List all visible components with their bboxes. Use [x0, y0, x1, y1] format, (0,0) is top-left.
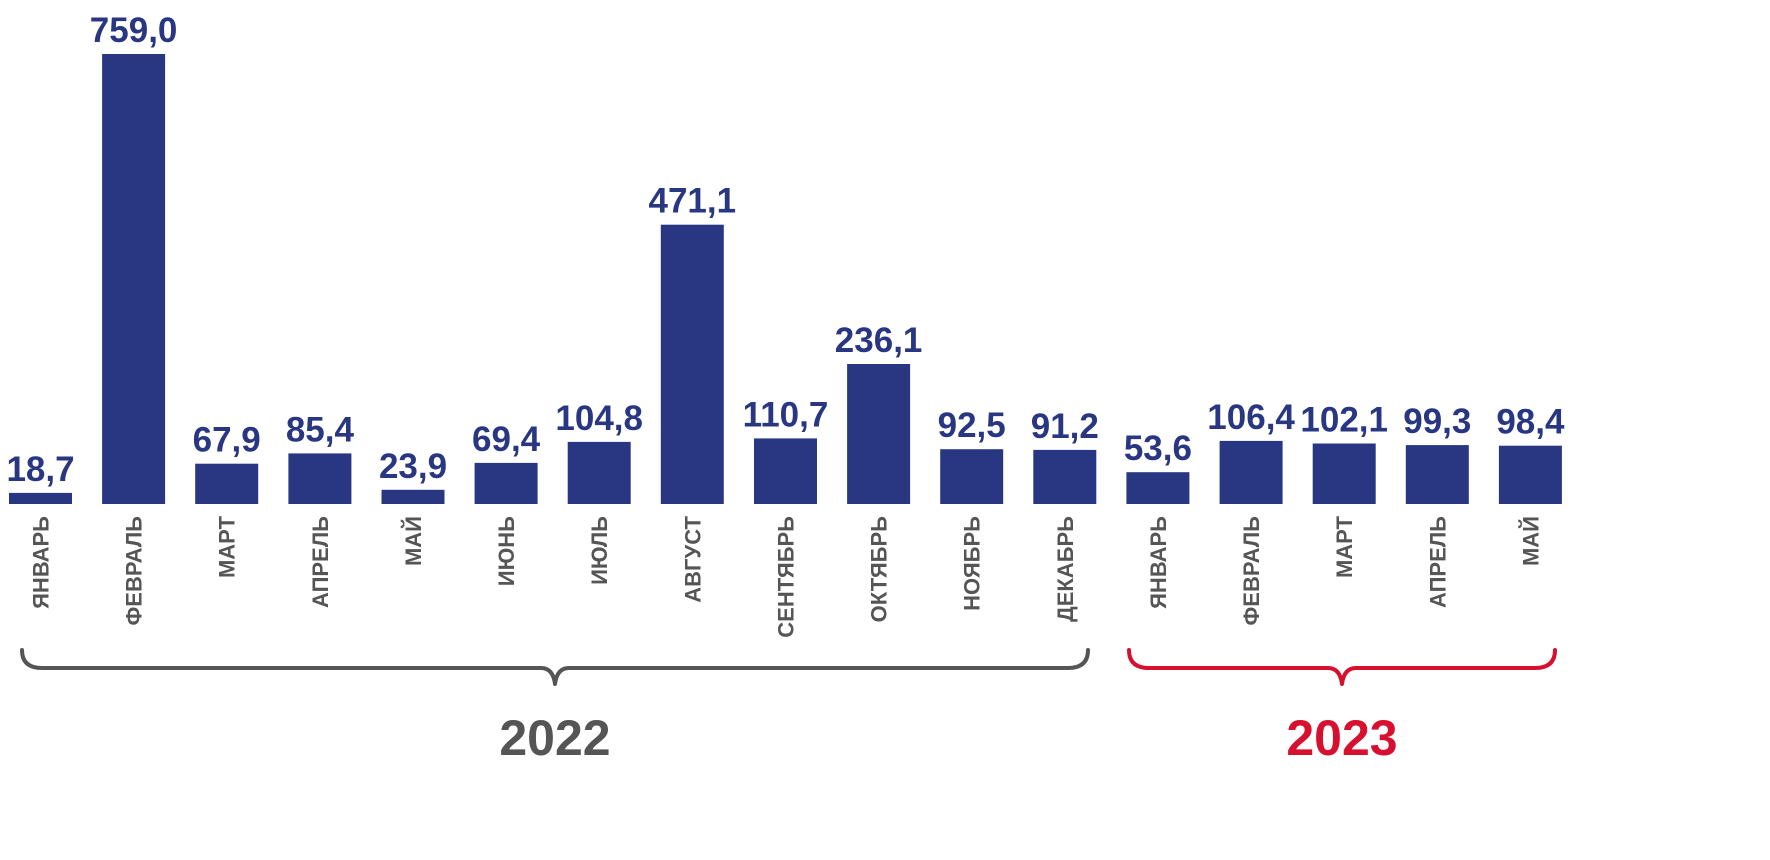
- data-label: 99,3: [1403, 402, 1471, 441]
- bar: [195, 463, 259, 504]
- category-label: МАРТ: [1332, 515, 1357, 578]
- year-label-2022: 2022: [499, 710, 610, 766]
- year-brace-2023: [1127, 648, 1557, 686]
- category-label: ИЮНЬ: [494, 516, 519, 586]
- bars-group: [9, 54, 1562, 504]
- bar: [847, 364, 911, 504]
- data-label: 92,5: [938, 406, 1006, 445]
- data-label: 471,1: [649, 182, 737, 221]
- category-label: АПРЕЛЬ: [308, 516, 333, 608]
- year-label-2023: 2023: [1286, 710, 1397, 766]
- bar: [381, 489, 445, 504]
- bar: [9, 492, 72, 504]
- bar: [474, 462, 538, 504]
- data-label: 53,6: [1124, 429, 1192, 468]
- category-label: МАРТ: [215, 515, 240, 578]
- data-label: 106,4: [1207, 398, 1295, 437]
- category-label: МАЙ: [1518, 516, 1543, 566]
- bar: [660, 224, 724, 504]
- data-label: 91,2: [1031, 407, 1099, 446]
- bar: [102, 54, 166, 504]
- category-labels-group: ЯНВАРЬ ФЕВРАЛЬ МАРТ АПРЕЛЬ МАЙ ИЮНЬ ИЮЛЬ АВГУСТ…: [29, 515, 1544, 637]
- data-label: 104,8: [555, 399, 643, 438]
- category-label: ФЕВРАЛЬ: [1239, 516, 1264, 626]
- category-label: АПРЕЛЬ: [1425, 516, 1450, 608]
- category-label: ЯНВАРЬ: [29, 516, 54, 609]
- bar: [288, 453, 352, 504]
- data-label: 23,9: [379, 447, 447, 486]
- data-label: 18,7: [6, 450, 74, 489]
- data-label: 110,7: [743, 395, 829, 434]
- category-label: ОКТЯБРЬ: [867, 516, 892, 623]
- bar: [1405, 445, 1469, 504]
- data-label: 102,1: [1300, 401, 1388, 440]
- bar: [1033, 449, 1097, 504]
- bar: [1498, 445, 1562, 504]
- data-label: 759,0: [90, 11, 178, 50]
- category-label: НОЯБРЬ: [960, 516, 985, 611]
- category-label: ДЕКАБРЬ: [1053, 516, 1078, 622]
- value-labels-group: 18,7 759,0 67,9 85,4 23,9 69,4 104,8 471,1 110,7…: [6, 11, 1565, 489]
- category-label: ИЮЛЬ: [587, 516, 612, 585]
- data-label: 67,9: [193, 421, 261, 460]
- category-label: ФЕВРАЛЬ: [122, 516, 147, 626]
- bar: [754, 438, 817, 504]
- category-label: АВГУСТ: [680, 515, 705, 602]
- bar: [1312, 443, 1376, 504]
- category-label: ЯНВАРЬ: [1146, 516, 1171, 609]
- bar: [567, 441, 631, 504]
- data-label: 85,4: [286, 410, 355, 449]
- data-label: 98,4: [1496, 403, 1565, 442]
- data-label: 236,1: [835, 321, 923, 360]
- bar: [1219, 440, 1283, 504]
- bar: [940, 449, 1004, 504]
- year-brace-2022: [20, 648, 1090, 686]
- category-label: СЕНТЯБРЬ: [774, 516, 799, 638]
- data-label: 69,4: [472, 420, 541, 459]
- category-label: МАЙ: [401, 516, 426, 566]
- bar: [1126, 472, 1190, 504]
